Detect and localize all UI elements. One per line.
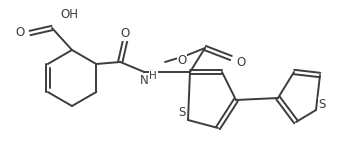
Text: OH: OH	[60, 8, 78, 21]
Text: H: H	[149, 71, 157, 81]
Text: O: O	[236, 56, 245, 68]
Text: O: O	[16, 27, 25, 40]
Text: S: S	[318, 97, 326, 111]
Text: O: O	[121, 27, 130, 41]
Text: S: S	[178, 106, 186, 119]
Text: O: O	[177, 54, 187, 67]
Text: N: N	[140, 75, 148, 87]
